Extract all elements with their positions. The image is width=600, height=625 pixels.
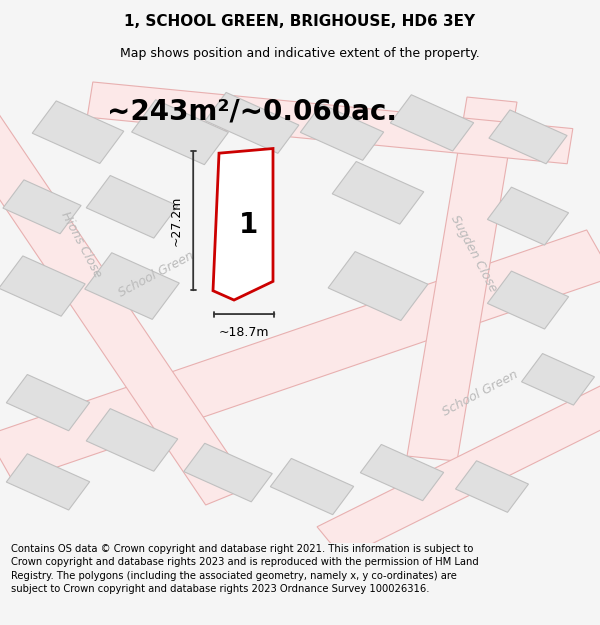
Polygon shape xyxy=(455,461,529,512)
Polygon shape xyxy=(184,443,272,502)
Polygon shape xyxy=(7,454,89,510)
Polygon shape xyxy=(487,271,569,329)
Text: School Green: School Green xyxy=(116,249,196,300)
Polygon shape xyxy=(213,149,273,300)
Text: ~18.7m: ~18.7m xyxy=(219,326,269,339)
Polygon shape xyxy=(86,176,178,238)
Text: ~243m²/~0.060ac.: ~243m²/~0.060ac. xyxy=(107,98,397,125)
Polygon shape xyxy=(391,95,473,151)
Polygon shape xyxy=(489,110,567,164)
Polygon shape xyxy=(301,104,383,161)
Polygon shape xyxy=(0,230,600,482)
Text: Contains OS data © Crown copyright and database right 2021. This information is : Contains OS data © Crown copyright and d… xyxy=(11,544,479,594)
Polygon shape xyxy=(407,97,517,461)
Polygon shape xyxy=(0,256,85,316)
Polygon shape xyxy=(131,100,229,164)
Text: 1: 1 xyxy=(239,211,259,239)
Polygon shape xyxy=(328,252,428,321)
Text: 1, SCHOOL GREEN, BRIGHOUSE, HD6 3EY: 1, SCHOOL GREEN, BRIGHOUSE, HD6 3EY xyxy=(124,14,476,29)
Polygon shape xyxy=(205,92,299,153)
Polygon shape xyxy=(87,82,573,164)
Polygon shape xyxy=(86,409,178,471)
Polygon shape xyxy=(521,354,595,405)
Text: ~27.2m: ~27.2m xyxy=(169,196,182,246)
Polygon shape xyxy=(361,444,443,501)
Text: Hions Close: Hions Close xyxy=(58,209,104,279)
Polygon shape xyxy=(0,104,250,505)
Polygon shape xyxy=(317,378,600,558)
Polygon shape xyxy=(32,101,124,164)
Polygon shape xyxy=(7,374,89,431)
Text: Sugden Close: Sugden Close xyxy=(448,213,500,294)
Text: Map shows position and indicative extent of the property.: Map shows position and indicative extent… xyxy=(120,48,480,60)
Polygon shape xyxy=(3,180,81,234)
Polygon shape xyxy=(271,458,353,514)
Polygon shape xyxy=(332,161,424,224)
Polygon shape xyxy=(85,253,179,319)
Text: School Green: School Green xyxy=(440,368,520,419)
Polygon shape xyxy=(487,187,569,245)
